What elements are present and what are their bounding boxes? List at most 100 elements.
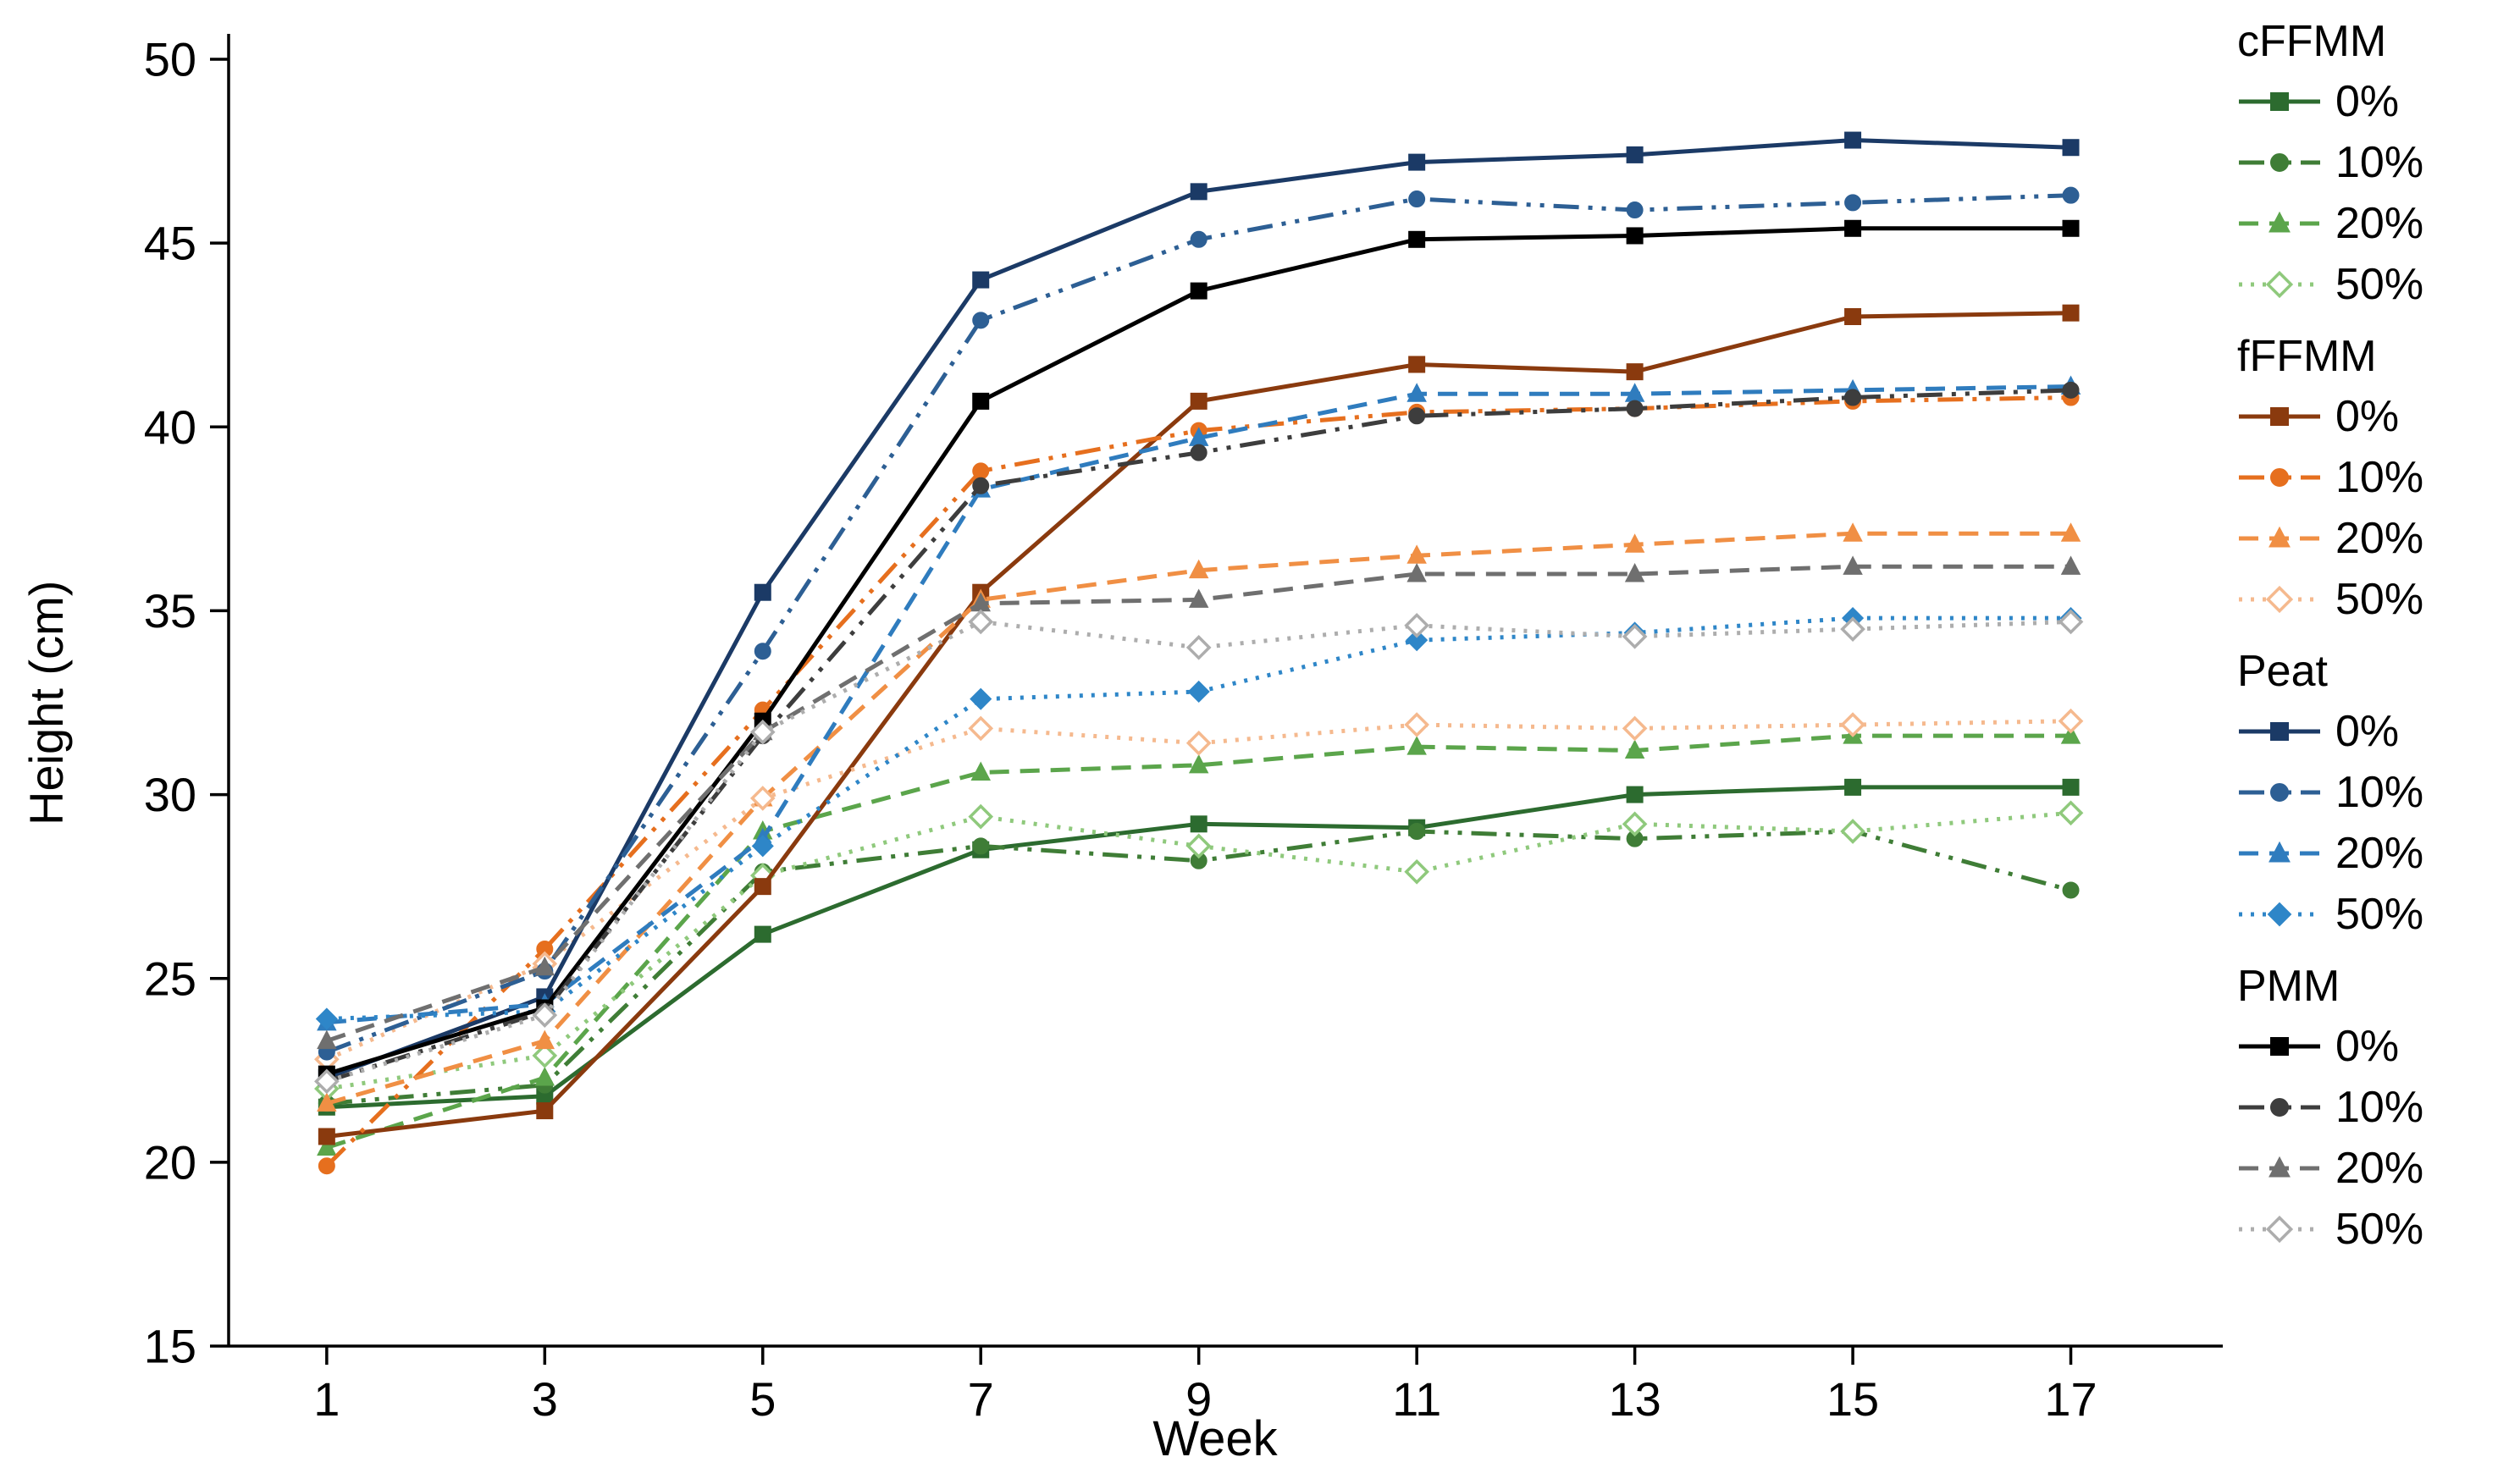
legend-entry-fFFMM-10%: 10%: [2237, 447, 2423, 508]
legend-label: 0%: [2335, 707, 2400, 756]
legend-sample-square: [2239, 722, 2320, 741]
legend-sample-circle: [2239, 468, 2320, 487]
legend-entry-Peat-20%: 20%: [2237, 823, 2423, 884]
square-marker: [754, 583, 771, 601]
square-marker: [1190, 282, 1208, 300]
diamond-marker: [1840, 616, 1865, 642]
square-marker: [2270, 1037, 2289, 1056]
square-marker: [1626, 227, 1644, 245]
square-marker: [972, 392, 990, 410]
series-line-cFFMM-10%: [326, 829, 2072, 1106]
triangle-marker: [1188, 753, 1209, 774]
x-tick-label: 5: [749, 1372, 776, 1426]
y-tick-label: 50: [144, 33, 196, 86]
x-tick-label: 9: [1185, 1372, 1212, 1426]
diamond-marker: [2265, 1215, 2294, 1244]
triangle-marker: [1406, 736, 1427, 755]
circle-marker: [1190, 230, 1208, 248]
x-tick-label: 1: [313, 1372, 340, 1426]
diamond-marker: [2058, 800, 2084, 826]
square-marker: [318, 1128, 335, 1145]
diamond-marker: [2058, 708, 2084, 734]
legend-sample-circle: [2239, 1098, 2320, 1117]
legend-label: 10%: [2335, 453, 2424, 502]
legend-label: 50%: [2335, 575, 2424, 624]
series-line-Peat-20%: [326, 384, 2071, 1025]
diamond-marker: [968, 609, 994, 635]
triangle-marker: [1188, 559, 1209, 579]
diamond-marker: [1406, 629, 1429, 652]
legend-label: 0%: [2335, 77, 2400, 126]
diamond-marker: [1840, 819, 1865, 844]
legend-entry-PMM-20%: 20%: [2237, 1138, 2423, 1199]
square-marker: [1408, 356, 1426, 373]
diamond-marker: [2265, 585, 2294, 614]
triangle-marker: [1406, 563, 1427, 582]
series-line-fFFMM-50%: [325, 719, 2071, 1062]
diamond-marker: [968, 803, 994, 830]
diamond-marker: [314, 1068, 340, 1095]
triangle-marker: [1624, 533, 1645, 553]
diamond-marker: [2267, 902, 2292, 927]
legend-sample-diamond: [2239, 902, 2320, 927]
square-marker: [2270, 92, 2289, 111]
x-axis-title: Week: [1152, 1411, 1278, 1466]
legend-entry-PMM-0%: 0%: [2237, 1016, 2423, 1077]
triangle-marker: [317, 1029, 337, 1050]
legend-entry-Peat-10%: 10%: [2237, 762, 2423, 823]
x-tick-label: 11: [1392, 1372, 1441, 1426]
legend-label: 10%: [2335, 138, 2424, 187]
legend-sample-square: [2239, 1037, 2320, 1056]
square-marker: [2062, 139, 2080, 157]
triangle-marker: [1406, 383, 1427, 402]
legend-sample-triangle: [2239, 211, 2320, 233]
diamond-marker: [1404, 858, 1429, 885]
square-marker: [2062, 304, 2080, 322]
legend-entry-PMM-50%: 50%: [2237, 1199, 2423, 1260]
legend-entry-cFFMM-0%: 0%: [2237, 71, 2423, 132]
triangle-marker: [317, 1136, 337, 1156]
y-tick-label: 35: [144, 584, 196, 637]
triangle-marker: [2269, 841, 2291, 863]
square-marker: [754, 925, 771, 943]
legend-sample-triangle: [2239, 1156, 2320, 1178]
diamond-marker: [1622, 624, 1648, 649]
diamond-marker: [1404, 712, 1429, 737]
legend-label: 20%: [2335, 829, 2424, 878]
triangle-marker: [2060, 555, 2081, 575]
diamond-marker: [1185, 730, 1212, 756]
circle-marker: [1408, 407, 1426, 425]
legend-sample-circle: [2239, 153, 2320, 172]
diamond-marker: [1185, 635, 1212, 660]
circle-marker: [2270, 783, 2289, 802]
y-tick-label: 25: [144, 952, 196, 1005]
circle-marker: [2270, 153, 2289, 172]
square-marker: [536, 1102, 554, 1120]
legend-entry-Peat-50%: 50%: [2237, 884, 2423, 945]
legend-group-title-PMM: PMM: [2237, 962, 2340, 1011]
circle-marker: [318, 1157, 335, 1175]
square-marker: [1626, 146, 1644, 163]
legend-group-title-fFFMM: fFFMM: [2237, 332, 2377, 381]
triangle-marker: [1624, 563, 1645, 582]
square-marker: [2270, 722, 2289, 741]
legend-label: 10%: [2335, 768, 2424, 817]
legend-sample-triangle: [2239, 526, 2320, 548]
diamond-marker: [532, 1043, 558, 1068]
triangle-marker: [534, 1067, 555, 1086]
x-tick-label: 17: [2044, 1372, 2097, 1426]
diamond-marker: [2058, 609, 2084, 635]
legend-label: 0%: [2335, 1022, 2400, 1071]
legend-entry-fFFMM-50%: 50%: [2237, 569, 2423, 630]
diamond-marker: [1185, 833, 1212, 859]
legend-label: 10%: [2335, 1083, 2424, 1132]
triangle-marker: [2269, 211, 2291, 233]
legend-group-title-cFFMM: cFFMM: [2237, 17, 2387, 66]
legend-sample-square: [2239, 407, 2320, 426]
circle-marker: [1626, 400, 1644, 417]
legend-sample-diamond: [2239, 270, 2320, 299]
triangle-marker: [2060, 725, 2081, 744]
circle-marker: [1408, 190, 1426, 208]
legend-sample-square: [2239, 92, 2320, 111]
